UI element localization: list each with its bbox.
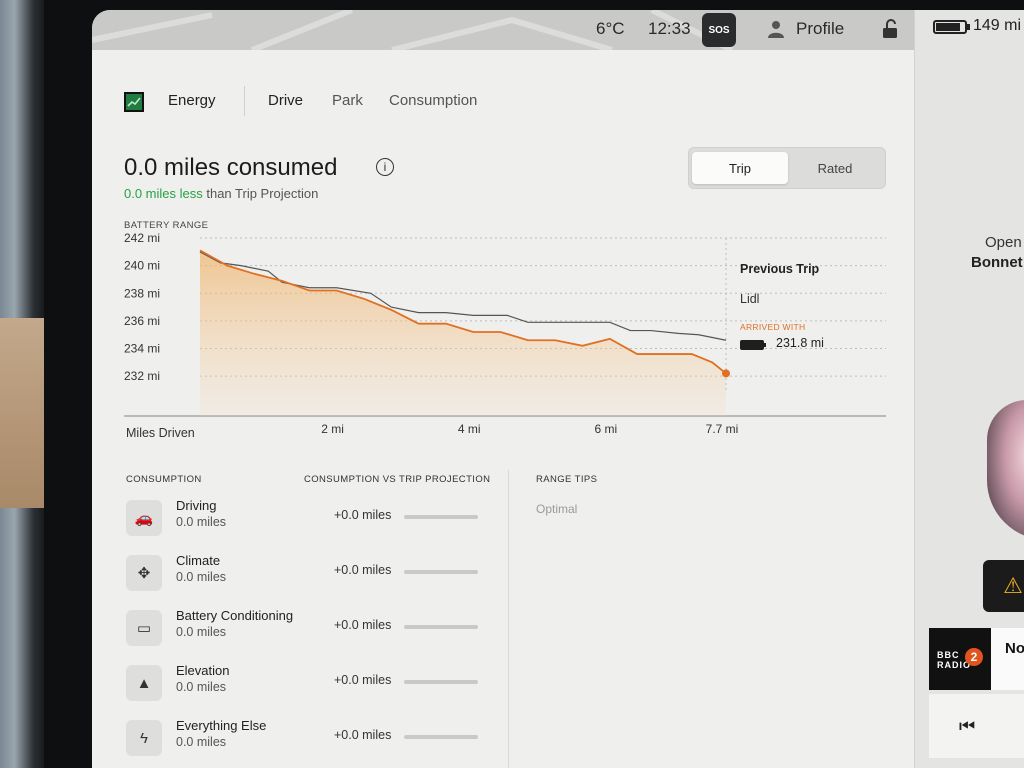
consumption-delta: +0.0 miles xyxy=(334,563,392,577)
range-tips-header: RANGE TIPS xyxy=(536,474,598,485)
projection-bar xyxy=(404,735,478,739)
projection-summary: 0.0 miles less than Trip Projection xyxy=(124,186,319,201)
wood-trim xyxy=(0,318,44,508)
previous-track-icon[interactable]: ⏮ xyxy=(959,716,976,736)
legend-destination: Lidl xyxy=(740,292,760,306)
this-trip-line xyxy=(199,249,727,375)
media-controls: ⏮ xyxy=(929,694,1024,758)
energy-chart-icon xyxy=(124,92,144,112)
battery-tip xyxy=(764,343,766,347)
section-divider xyxy=(508,470,509,768)
battery-tip xyxy=(967,24,970,30)
consumption-name: Climate xyxy=(176,553,221,568)
lightning-icon: ϟ xyxy=(126,720,162,756)
consumption-name: Everything Else xyxy=(176,718,267,733)
consumption-value: 0.0 miles xyxy=(176,735,227,749)
consumption-name: Battery Conditioning xyxy=(176,608,294,623)
car-icon: 🚗 xyxy=(126,500,162,536)
tab-consumption[interactable]: Consumption xyxy=(389,92,478,109)
consumption-delta: +0.0 miles xyxy=(334,673,392,687)
battery-icon xyxy=(933,20,967,34)
bonnet-label[interactable]: Bonnet xyxy=(971,254,1023,271)
map-background xyxy=(92,10,734,50)
range-tip-text: Optimal xyxy=(536,502,578,516)
temperature: 6°C xyxy=(596,19,625,38)
y-tick-label: 242 mi xyxy=(124,231,160,245)
radio-logo: BBC RADIO 2 xyxy=(929,628,991,690)
y-tick-label: 232 mi xyxy=(124,369,160,383)
previous-trip-line xyxy=(199,251,727,341)
legend-title: Previous Trip xyxy=(740,262,820,276)
consumption-row[interactable]: 🚗 Driving 0.0 miles +0.0 miles xyxy=(126,496,486,540)
consumption-header: CONSUMPTION xyxy=(126,474,202,485)
y-tick-label: 236 mi xyxy=(124,314,160,328)
arrived-value: 231.8 mi xyxy=(776,336,824,350)
tab-divider xyxy=(244,86,245,116)
warning-icon[interactable]: ⚠ xyxy=(983,560,1024,612)
consumption-value: 0.0 miles xyxy=(176,625,227,639)
consumption-name: Elevation xyxy=(176,663,230,678)
energy-app: Energy Drive Park Consumption 0.0 miles … xyxy=(92,50,914,768)
media-card[interactable]: BBC RADIO 2 No xyxy=(929,628,1024,690)
battery-icon xyxy=(740,340,764,350)
projection-header: CONSUMPTION VS TRIP PROJECTION xyxy=(304,474,491,485)
page-title: 0.0 miles consumed xyxy=(124,154,338,181)
current-position-dot xyxy=(722,369,730,378)
touchscreen: 6°C 12:33 SOS Profile 149 mi Open Bonnet… xyxy=(92,10,1024,768)
projection-bar xyxy=(404,625,478,629)
range-display: 149 mi xyxy=(973,17,1022,34)
consumption-row[interactable]: ▲ Elevation 0.0 miles +0.0 miles xyxy=(126,661,486,705)
y-tick-label: 238 mi xyxy=(124,286,160,300)
y-tick-label: 234 mi xyxy=(124,342,160,356)
x-axis-title: Miles Driven xyxy=(126,426,195,440)
consumption-row[interactable]: ▭ Battery Conditioning 0.0 miles +0.0 miles xyxy=(126,606,486,650)
trip-rated-toggle[interactable]: Trip Rated xyxy=(688,147,886,189)
chart-y-title: BATTERY RANGE xyxy=(124,220,209,231)
x-tick-label: 4 mi xyxy=(458,422,481,436)
consumption-name: Driving xyxy=(176,498,217,513)
consumption-delta: +0.0 miles xyxy=(334,508,392,522)
consumption-value: 0.0 miles xyxy=(176,570,227,584)
projection-bar xyxy=(404,515,478,519)
tab-drive[interactable]: Drive xyxy=(268,92,304,109)
sos-button[interactable]: SOS xyxy=(702,13,736,47)
consumption-value: 0.0 miles xyxy=(176,680,227,694)
clock: 12:33 xyxy=(648,19,691,38)
consumption-delta: +0.0 miles xyxy=(334,728,392,742)
y-tick-label: 240 mi xyxy=(124,259,160,273)
tab-park[interactable]: Park xyxy=(332,92,363,109)
person-icon[interactable] xyxy=(768,20,784,38)
unlock-icon[interactable] xyxy=(882,19,900,39)
media-title: No xyxy=(1005,640,1024,657)
range-chart: 242 mi 240 mi 238 mi 236 mi 234 mi 232 mi Mile… xyxy=(124,231,886,440)
battery-icon: ▭ xyxy=(126,610,162,646)
consumption-delta: +0.0 miles xyxy=(334,618,392,632)
x-tick-label: 7.7 mi xyxy=(706,422,739,436)
x-tick-label: 2 mi xyxy=(321,422,344,436)
status-bar: 6°C 12:33 SOS Profile xyxy=(92,10,914,50)
x-tick-label: 6 mi xyxy=(595,422,618,436)
arrived-label: ARRIVED WITH xyxy=(740,322,806,332)
info-icon[interactable]: i xyxy=(376,158,394,176)
consumption-row[interactable]: ✥ Climate 0.0 miles +0.0 miles xyxy=(126,551,486,595)
consumption-value: 0.0 miles xyxy=(176,515,227,529)
screen-bezel xyxy=(0,0,48,768)
projection-bar xyxy=(404,570,478,574)
open-label[interactable]: Open xyxy=(985,234,1022,251)
consumption-row[interactable]: ϟ Everything Else 0.0 miles +0.0 miles xyxy=(126,716,486,760)
right-panel: 149 mi Open Bonnet ⚠ BBC RADIO 2 No ⏮ xyxy=(914,10,1024,768)
toggle-trip[interactable]: Trip xyxy=(692,152,788,184)
projection-bar xyxy=(404,680,478,684)
toggle-rated[interactable]: Rated xyxy=(817,160,853,176)
mountain-icon: ▲ xyxy=(126,665,162,701)
energy-title: Energy xyxy=(168,92,216,109)
car-render[interactable] xyxy=(987,400,1024,540)
this-trip-area xyxy=(200,250,726,416)
profile-button[interactable]: Profile xyxy=(796,19,845,38)
fan-icon: ✥ xyxy=(126,555,162,591)
